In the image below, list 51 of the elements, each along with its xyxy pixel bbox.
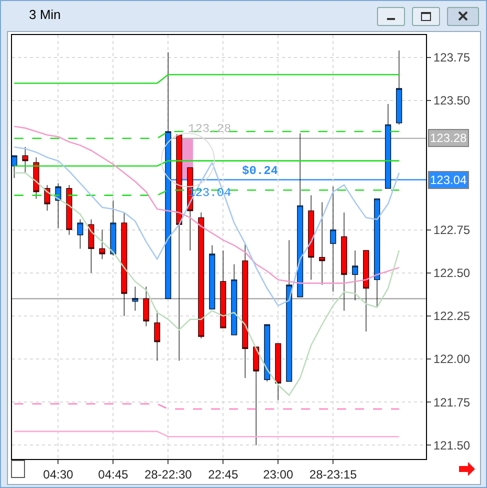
candlestick bbox=[308, 194, 314, 280]
candlestick bbox=[330, 186, 336, 292]
candlestick bbox=[121, 212, 128, 316]
candlestick bbox=[385, 104, 392, 189]
candlestick bbox=[176, 134, 182, 362]
candlestick bbox=[297, 132, 304, 298]
candlestick bbox=[341, 212, 348, 312]
y-tick-label: 122.25 bbox=[433, 309, 470, 324]
x-tick-label: 23:00 bbox=[263, 467, 294, 482]
candlestick bbox=[77, 219, 84, 250]
y-tick-label: 123.50 bbox=[433, 94, 470, 108]
candlestick bbox=[220, 250, 226, 328]
candlestick bbox=[209, 244, 216, 310]
annotation: 123.28 bbox=[188, 122, 232, 136]
candlestick bbox=[231, 264, 238, 336]
candlestick bbox=[198, 212, 204, 339]
candlestick bbox=[253, 346, 260, 446]
line-series bbox=[14, 146, 400, 306]
line-series bbox=[14, 126, 400, 284]
y-tick-label: 122.50 bbox=[433, 266, 470, 280]
candlestick bbox=[88, 219, 94, 274]
candlestick bbox=[363, 250, 370, 332]
candlestick bbox=[110, 200, 116, 256]
candlestick bbox=[132, 286, 138, 312]
y-tick-label: 122.75 bbox=[433, 222, 470, 237]
candlestick bbox=[352, 250, 358, 301]
ref-line-label: 123.04 bbox=[430, 173, 468, 187]
candlestick bbox=[264, 324, 270, 382]
candlestick bbox=[275, 343, 282, 401]
y-tick-label: 121.50 bbox=[433, 438, 470, 452]
y-tick-label: 123.75 bbox=[433, 50, 470, 65]
candlestick bbox=[143, 286, 150, 327]
y-tick-label: 121.75 bbox=[433, 395, 470, 410]
ref-line-label: 123.28 bbox=[430, 131, 468, 145]
candlestick bbox=[99, 229, 106, 260]
x-tick-label: 22:45 bbox=[208, 467, 238, 482]
candlestick bbox=[66, 184, 72, 236]
annotation: $0.24 bbox=[242, 164, 278, 178]
x-tick-label: 28-23:15 bbox=[309, 467, 358, 482]
candlestick bbox=[22, 146, 28, 174]
candlestick bbox=[286, 240, 292, 382]
chart-title: 3 Min bbox=[29, 7, 61, 22]
candlestick bbox=[374, 198, 380, 308]
y-tick-label: 122.00 bbox=[433, 352, 470, 366]
candlestick bbox=[242, 243, 248, 378]
x-tick-label: 04:30 bbox=[43, 467, 74, 482]
candlestick bbox=[319, 202, 326, 286]
x-tick-label: 04:45 bbox=[98, 467, 128, 482]
x-tick-label: 28-22:30 bbox=[144, 467, 192, 482]
candlestick bbox=[33, 157, 40, 200]
candlestick bbox=[396, 50, 402, 125]
